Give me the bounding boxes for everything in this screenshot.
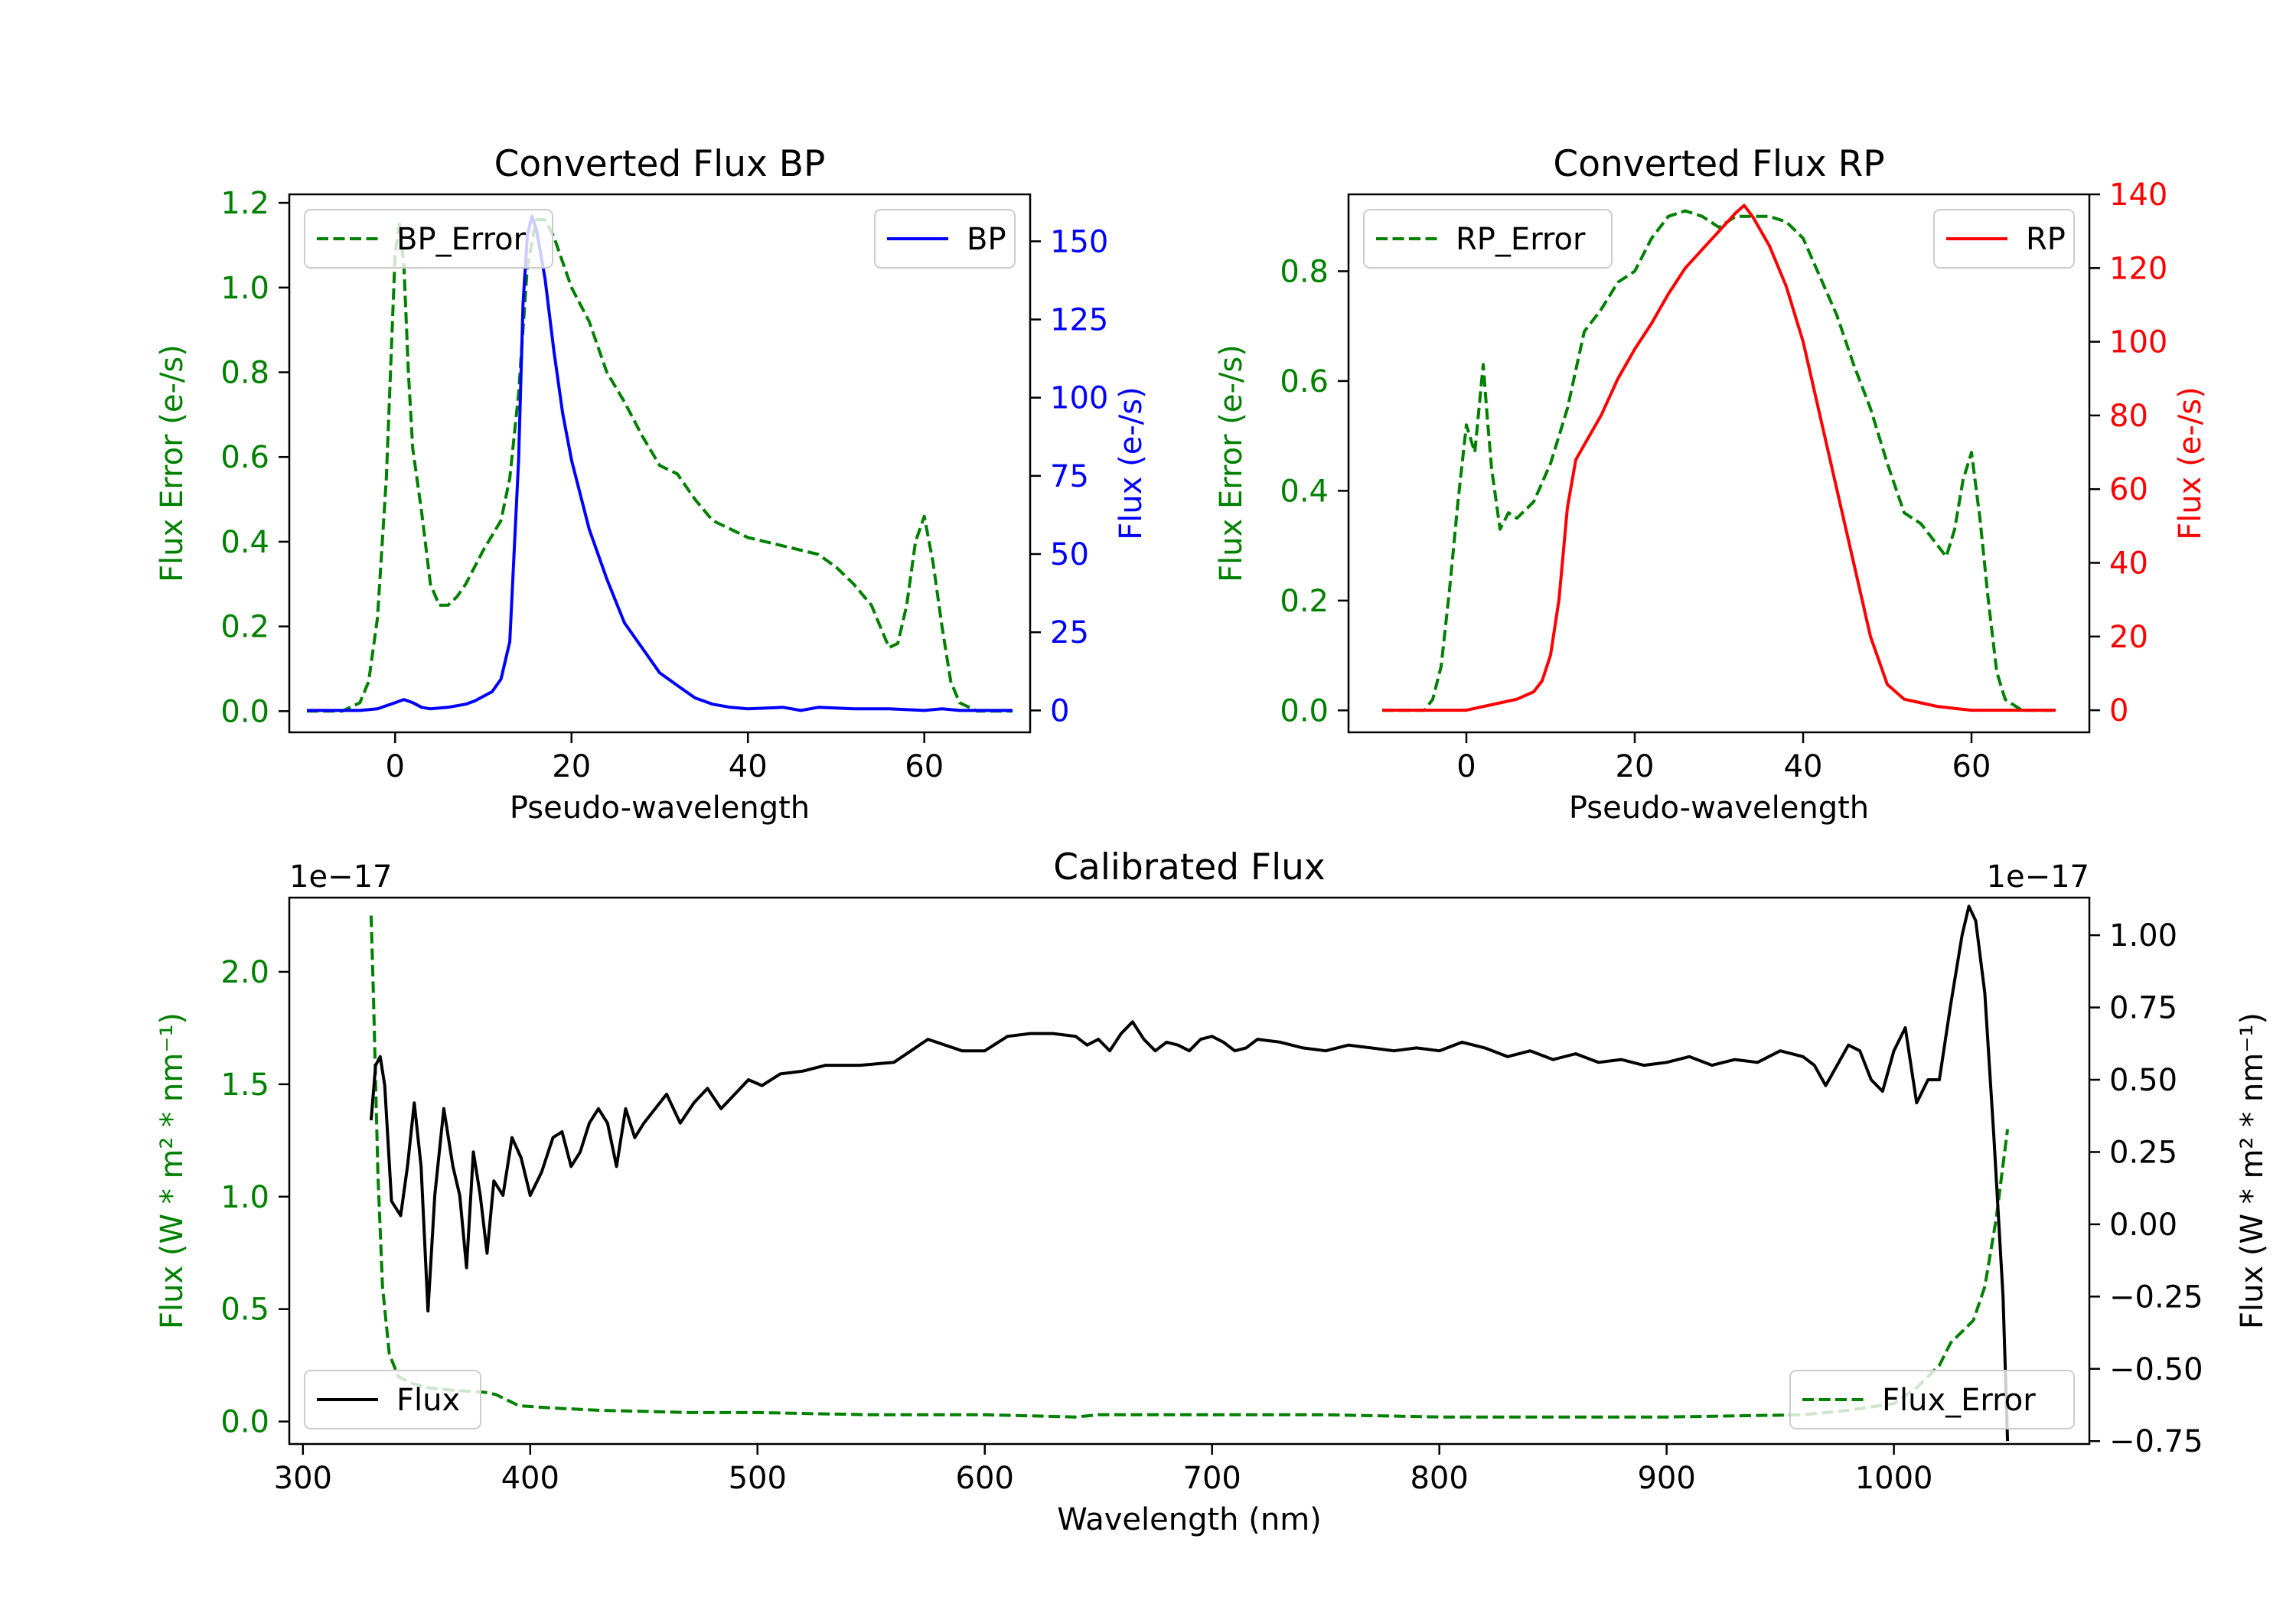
legend-bp: BP xyxy=(874,209,1016,269)
y-right-tick-label: 60 xyxy=(2109,472,2148,507)
y-right-tick-label: 100 xyxy=(2109,325,2167,360)
x-tick-label: 600 xyxy=(956,1461,1014,1496)
y-left-tick-label: 1.0 xyxy=(220,1180,269,1215)
series-line-flux xyxy=(369,905,2010,1442)
y-right-tick-label: 75 xyxy=(1050,459,1089,494)
series-line-rp-error xyxy=(1382,209,2056,712)
x-tick-label: 0 xyxy=(386,749,405,784)
y-left-axis-label: Flux (W * m² * nm⁻¹) xyxy=(155,1012,190,1329)
legend-flux: Flux xyxy=(304,1370,481,1429)
y-right-tick-label: 140 xyxy=(2109,178,2167,213)
rp-panel: 0 20 40 60 0.0 0.2 0.4 0.6 0.8 0 20 40 60 80 100 120 140… xyxy=(1214,143,2208,826)
y-left-tick-label: 0.0 xyxy=(220,694,269,729)
legend-box xyxy=(1789,1370,2075,1429)
x-axis-label: Pseudo-wavelength xyxy=(510,790,810,826)
x-tick-label: 0 xyxy=(1456,749,1476,784)
legend-label: RP_Error xyxy=(1456,222,1586,257)
y-left-tick-label: 1.2 xyxy=(220,186,269,221)
y-left-tick-label: 0.2 xyxy=(1280,584,1329,619)
x-tick-label: 60 xyxy=(905,749,944,784)
y-left-tick-label: 1.5 xyxy=(220,1068,269,1103)
chart-title: Calibrated Flux xyxy=(1053,846,1326,888)
y-right-tick-label: 40 xyxy=(2109,546,2148,582)
legend-label: Flux_Error xyxy=(1882,1383,2036,1418)
y-right-axis-label: Flux (e-/s) xyxy=(1114,386,1149,539)
x-tick-label: 1000 xyxy=(1855,1461,1933,1496)
left-offset-text: 1e−17 xyxy=(289,859,392,895)
x-axis-label: Wavelength (nm) xyxy=(1057,1502,1322,1537)
y-right-tick-label: 50 xyxy=(1050,537,1089,572)
x-tick-label: 400 xyxy=(501,1461,559,1496)
x-tick-label: 800 xyxy=(1410,1461,1468,1496)
legend-flux-error: Flux_Error xyxy=(1789,1370,2075,1429)
y-right-tick-label: 80 xyxy=(2109,399,2148,434)
legend-box xyxy=(304,1370,481,1429)
x-axis-label: Pseudo-wavelength xyxy=(1569,790,1869,826)
x-tick-label: 20 xyxy=(1616,749,1655,784)
y-right-tick-label: −0.50 xyxy=(2109,1352,2203,1387)
y-left-tick-label: 0.4 xyxy=(220,525,269,560)
y-left-tick-label: 0.6 xyxy=(1280,364,1329,399)
series-line-flux-error xyxy=(369,915,2010,1419)
y-right-tick-label: 125 xyxy=(1050,302,1108,337)
y-left-tick-label: 0.0 xyxy=(220,1405,269,1440)
plot-frame xyxy=(288,896,2091,1446)
y-right-tick-label: −0.25 xyxy=(2109,1279,2203,1315)
y-right-tick-label: 0.75 xyxy=(2109,991,2177,1026)
y-left-tick-label: 0.8 xyxy=(220,355,269,390)
y-right-axis-label: Flux (e-/s) xyxy=(2173,386,2208,539)
legend-box xyxy=(1363,209,1613,269)
bp-panel: 0 20 40 60 0.0 0.2 0.4 0.6 0.8 1.0 1.2 0 25 50 75 100 12… xyxy=(155,143,1149,826)
plot-frame xyxy=(288,193,1032,734)
x-tick-label: 500 xyxy=(729,1461,787,1496)
y-right-tick-label: −0.75 xyxy=(2109,1424,2203,1459)
y-left-tick-label: 0.2 xyxy=(220,610,269,645)
y-right-tick-label: 100 xyxy=(1050,381,1108,416)
right-offset-text: 1e−17 xyxy=(1987,859,2089,895)
chart-title: Converted Flux RP xyxy=(1553,143,1884,185)
x-tick-label: 20 xyxy=(552,749,591,784)
y-left-tick-label: 1.0 xyxy=(220,271,269,306)
y-right-tick-label: 0 xyxy=(2109,693,2128,729)
y-right-tick-label: 1.00 xyxy=(2109,918,2177,953)
x-tick-label: 40 xyxy=(729,749,768,784)
x-tick-label: 300 xyxy=(274,1461,332,1496)
legend-bp-error: BP_Error xyxy=(304,209,553,269)
calibrated-panel: 300 400 500 600 700 800 900 1000 0.0 0.5 1.0 1.5 2.0… xyxy=(155,846,2270,1537)
y-right-tick-label: 0.25 xyxy=(2109,1135,2177,1170)
x-tick-label: 60 xyxy=(1952,749,1991,784)
series-line-bp-error xyxy=(307,218,1013,713)
y-left-tick-label: 0.5 xyxy=(220,1292,269,1328)
y-left-axis-label: Flux Error (e-/s) xyxy=(155,344,190,582)
y-left-tick-label: 0.0 xyxy=(1280,693,1329,729)
plot-frame xyxy=(1347,193,2091,734)
chart-title: Converted Flux BP xyxy=(494,143,826,185)
legend-label: BP xyxy=(967,222,1006,257)
legend-rp: RP xyxy=(1933,209,2075,269)
legend-label: Flux xyxy=(396,1383,460,1418)
series-line-rp xyxy=(1382,204,2056,712)
x-tick-label: 40 xyxy=(1784,749,1823,784)
y-right-tick-label: 25 xyxy=(1050,615,1089,650)
y-right-tick-label: 150 xyxy=(1050,224,1108,259)
y-right-tick-label: 20 xyxy=(2109,620,2148,655)
y-right-axis-label: Flux (W * m² * nm⁻¹) xyxy=(2235,1012,2270,1329)
y-left-tick-label: 0.8 xyxy=(1280,254,1329,289)
y-right-tick-label: 0.50 xyxy=(2109,1063,2177,1098)
y-right-tick-label: 0 xyxy=(1050,693,1069,729)
y-left-tick-label: 0.6 xyxy=(220,440,269,475)
legend-box xyxy=(304,209,553,269)
legend-label: BP_Error xyxy=(396,222,527,257)
series-line-bp xyxy=(307,214,1013,712)
x-tick-label: 900 xyxy=(1637,1461,1695,1496)
y-right-tick-label: 120 xyxy=(2109,251,2167,286)
y-left-tick-label: 2.0 xyxy=(220,955,269,990)
legend-rp-error: RP_Error xyxy=(1363,209,1613,269)
y-right-tick-label: 0.00 xyxy=(2109,1208,2177,1243)
y-left-tick-label: 0.4 xyxy=(1280,474,1329,509)
legend-label: RP xyxy=(2026,222,2066,257)
y-left-axis-label: Flux Error (e-/s) xyxy=(1214,344,1249,582)
x-tick-label: 700 xyxy=(1183,1461,1241,1496)
